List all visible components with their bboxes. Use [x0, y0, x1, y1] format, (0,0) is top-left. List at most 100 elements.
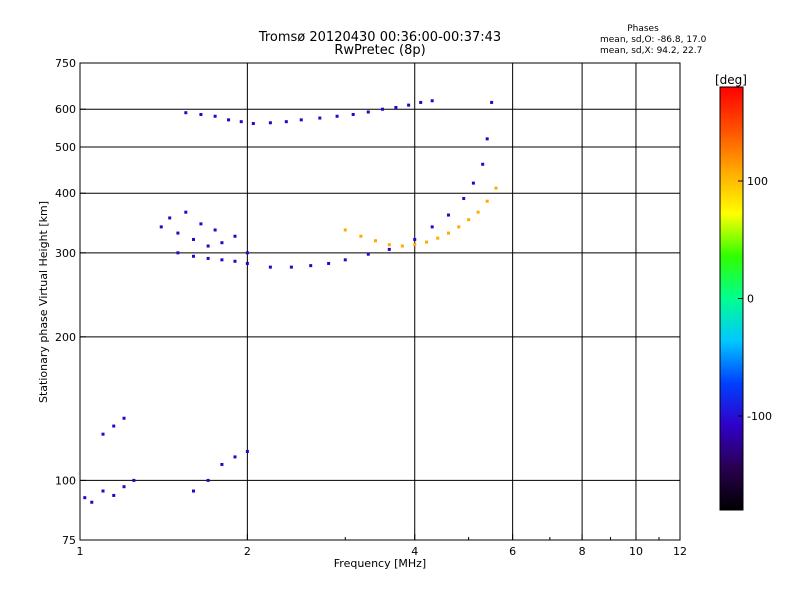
- echo-point: [436, 236, 440, 240]
- echo-point: [400, 244, 404, 248]
- echo-point: [220, 241, 224, 245]
- echo-point: [191, 237, 195, 241]
- echo-point: [373, 239, 377, 243]
- x-tick-label: 12: [673, 545, 687, 558]
- echo-point: [343, 228, 347, 232]
- echo-point: [446, 231, 450, 235]
- y-axis: 75 100 200 300 400 500 600 750: [55, 57, 86, 547]
- y-tick-label: 750: [55, 57, 76, 70]
- grid-lines: [80, 63, 680, 540]
- echo-point: [430, 225, 434, 229]
- x-axis-label: Frequency [MHz]: [334, 557, 426, 570]
- x-tick-label: 10: [629, 545, 643, 558]
- echo-point: [419, 100, 423, 104]
- echo-point: [366, 110, 370, 114]
- echo-point: [251, 122, 255, 126]
- echo-point: [309, 264, 313, 268]
- echo-point: [191, 254, 195, 258]
- echo-point: [233, 234, 237, 238]
- echo-point: [327, 261, 331, 265]
- echo-point: [122, 416, 126, 420]
- echo-point: [268, 265, 272, 269]
- x-tick-label: 2: [244, 545, 251, 558]
- echo-point: [159, 225, 163, 229]
- stats-x-mode: mean, sd,X: 94.2, 22.7: [600, 46, 702, 56]
- echo-point: [462, 196, 466, 200]
- y-tick-label: 300: [55, 247, 76, 260]
- echo-point: [485, 137, 489, 141]
- echo-point: [289, 265, 293, 269]
- x-tick-label: 4: [411, 545, 418, 558]
- colorbar-tick-label: 100: [747, 175, 768, 188]
- x-tick-label: 8: [579, 545, 586, 558]
- echo-point: [481, 162, 485, 166]
- echo-point: [206, 244, 210, 248]
- echo-point: [366, 252, 370, 256]
- echo-point: [184, 111, 188, 115]
- echo-point: [471, 181, 475, 185]
- y-tick-label: 500: [55, 141, 76, 154]
- y-tick-label: 200: [55, 331, 76, 344]
- echo-point: [233, 259, 237, 263]
- echo-point: [239, 120, 243, 124]
- y-tick-label: 100: [55, 474, 76, 487]
- echo-point: [206, 256, 210, 260]
- x-tick-label: 1: [77, 545, 84, 558]
- y-tick-label: 400: [55, 187, 76, 200]
- echo-point: [101, 432, 105, 436]
- colorbar-label: [deg]: [715, 73, 747, 87]
- echo-point: [220, 462, 224, 466]
- echo-point: [191, 489, 195, 493]
- y-tick-label: 600: [55, 103, 76, 116]
- colorbar: [720, 87, 743, 510]
- echo-point: [168, 216, 172, 220]
- echo-point: [112, 493, 116, 497]
- echo-point: [351, 112, 355, 116]
- chart-title: Tromsø 20120430 00:36:00-00:37:43: [258, 30, 501, 45]
- echo-point: [184, 210, 188, 214]
- echo-point: [90, 500, 94, 504]
- echo-point: [380, 107, 384, 111]
- echo-point: [467, 218, 471, 222]
- echo-point: [407, 103, 411, 107]
- y-tick-label: 75: [62, 534, 76, 547]
- echo-points: [83, 99, 498, 504]
- echo-point: [490, 100, 494, 104]
- echo-point: [413, 237, 417, 241]
- echo-point: [343, 258, 347, 262]
- echo-point: [299, 118, 303, 122]
- echo-point: [494, 186, 498, 190]
- echo-point: [335, 114, 339, 118]
- stats-o-mode: mean, sd,O: -86.8, 17.0: [600, 35, 707, 45]
- echo-point: [446, 213, 450, 217]
- echo-point: [245, 251, 249, 255]
- echo-point: [220, 258, 224, 262]
- x-tick-label: 6: [509, 545, 516, 558]
- colorbar-tick-label: -100: [747, 410, 772, 423]
- chart-subtitle: RwPretec (8p): [334, 43, 425, 58]
- x-axis: 1 2 4 6 8 10 12: [77, 534, 687, 558]
- echo-point: [233, 455, 237, 459]
- echo-point: [122, 485, 126, 489]
- echo-point: [199, 112, 203, 116]
- echo-point: [394, 106, 398, 110]
- echo-point: [176, 231, 180, 235]
- echo-point: [387, 247, 391, 251]
- colorbar-tick-label: 0: [747, 293, 754, 306]
- echo-point: [245, 261, 249, 265]
- echo-point: [457, 225, 461, 229]
- echo-point: [132, 478, 136, 482]
- echo-point: [227, 118, 231, 122]
- echo-point: [268, 121, 272, 125]
- echo-point: [206, 478, 210, 482]
- echo-point: [245, 449, 249, 453]
- echo-point: [476, 210, 480, 214]
- echo-point: [318, 116, 322, 120]
- echo-point: [413, 243, 417, 247]
- echo-point: [359, 234, 363, 238]
- echo-point: [284, 120, 288, 124]
- echo-point: [430, 99, 434, 103]
- echo-point: [485, 199, 489, 203]
- echo-point: [213, 114, 217, 118]
